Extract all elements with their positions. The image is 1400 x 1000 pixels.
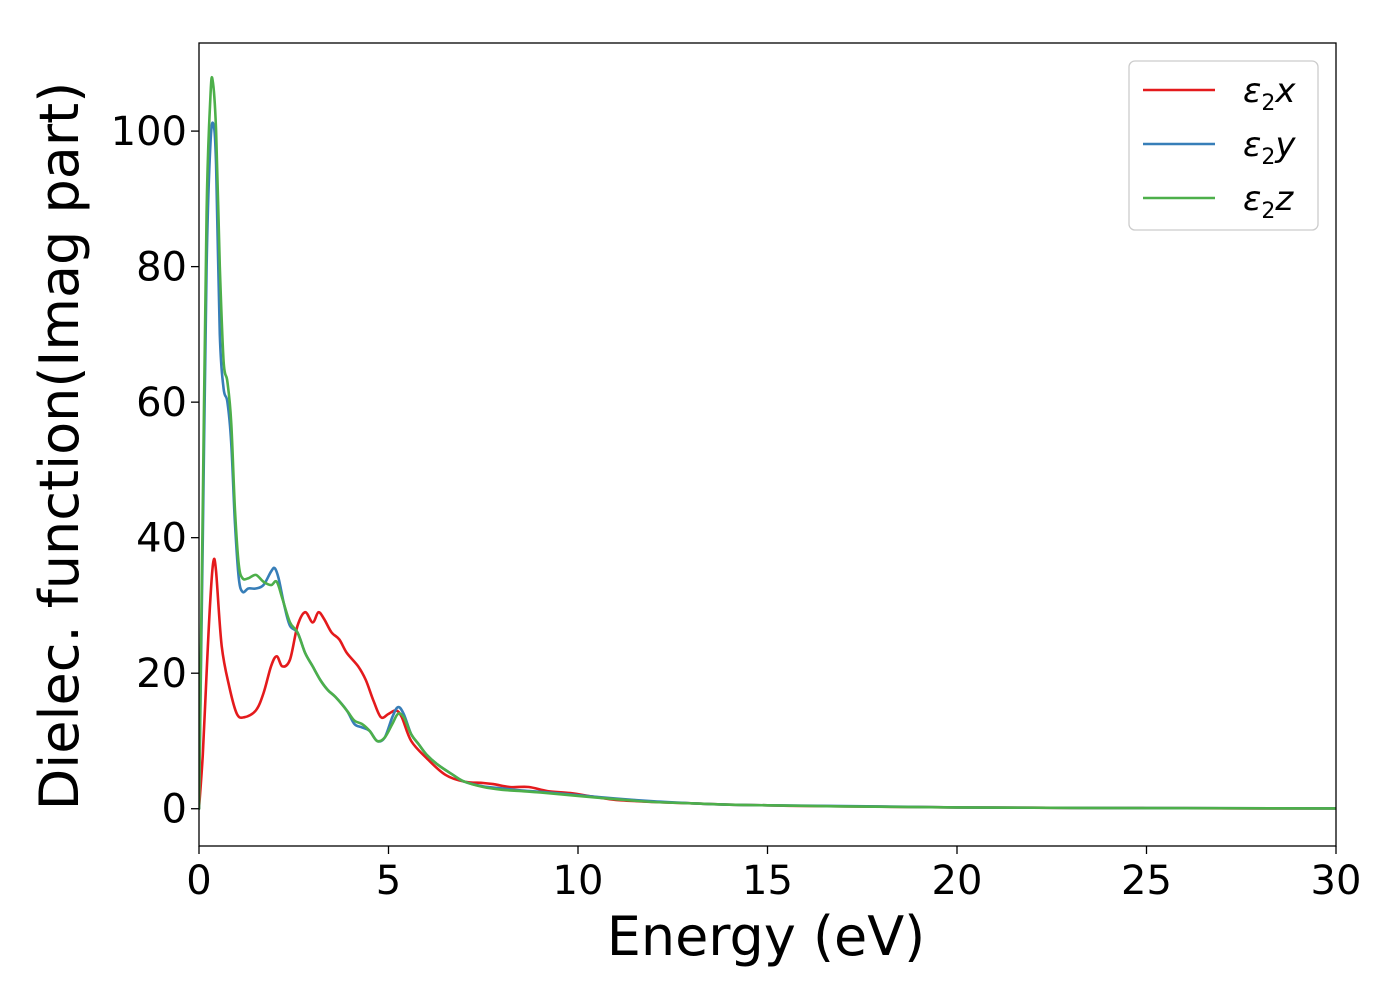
- y-tick-label: 100: [111, 109, 187, 155]
- series-line-z: [199, 76, 1336, 810]
- x-tick-label: 15: [742, 858, 793, 904]
- series-layer: [199, 76, 1336, 810]
- y-tick-label: 60: [136, 380, 187, 426]
- x-tick-label: 25: [1121, 858, 1172, 904]
- x-axis-label: Energy (eV): [607, 905, 926, 968]
- y-tick-label: 80: [136, 245, 187, 291]
- x-tick-label: 0: [186, 858, 211, 904]
- legend-box: [1128, 60, 1319, 231]
- y-tick-label: 40: [136, 516, 187, 562]
- legend-label-z: ε2z: [1243, 179, 1294, 224]
- y-axis-label: Dielec. function(Imag part): [28, 82, 91, 811]
- legend-label-x: ε2x: [1243, 71, 1296, 116]
- x-tick-label: 30: [1311, 858, 1362, 904]
- x-tick-label: 5: [376, 858, 401, 904]
- legend-label-y: ε2y: [1243, 125, 1296, 170]
- axes-layer: 0 5 10 15 20 25 30 0 20 40 60 80 100: [111, 42, 1362, 904]
- x-tick-label: 10: [553, 858, 604, 904]
- legend: ε2x ε2y ε2z: [1128, 60, 1319, 231]
- x-tick-label: 20: [932, 858, 983, 904]
- y-tick-label: 20: [136, 651, 187, 697]
- y-tick-label: 0: [162, 787, 187, 833]
- series-line-x: [199, 557, 1336, 810]
